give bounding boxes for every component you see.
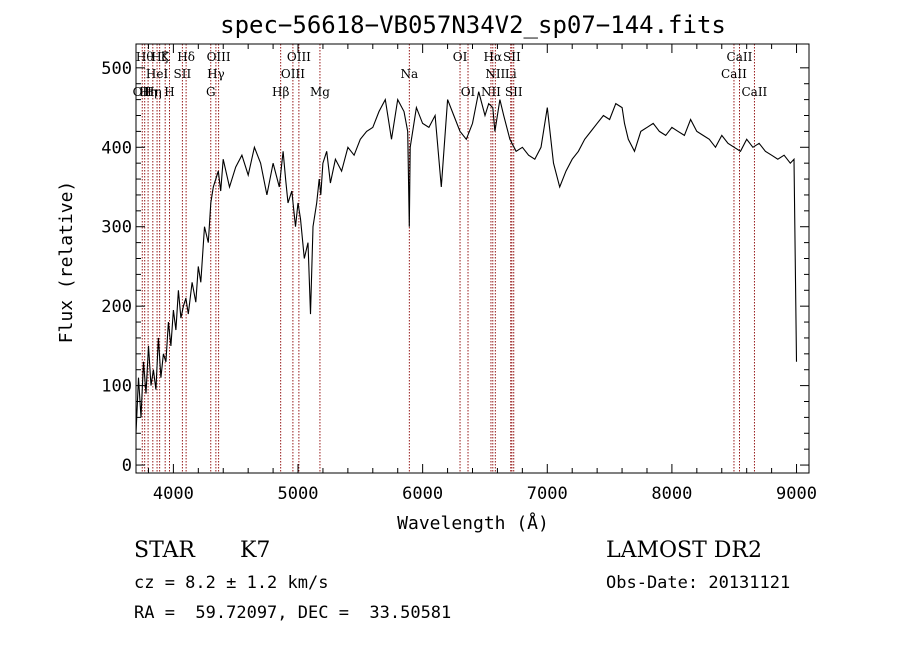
y-tick-label: 400: [101, 138, 132, 158]
line-marker-label: OI: [453, 50, 468, 64]
line-marker-label: K: [161, 50, 171, 64]
line-marker-label: OIII: [281, 67, 305, 81]
x-axis-label: Wavelength (Å): [397, 512, 549, 534]
line-marker-label: G: [206, 85, 216, 99]
x-tick-label: 7000: [527, 484, 568, 504]
x-tick-label: 9000: [776, 484, 817, 504]
y-tick-label: 0: [122, 456, 132, 476]
y-tick-label: 500: [101, 59, 132, 79]
line-marker-label: Hζ: [151, 50, 168, 64]
x-tick-label: 5000: [278, 484, 319, 504]
line-marker-label: Hδ: [177, 50, 195, 64]
object-class: STAR: [134, 538, 195, 563]
line-marker-label: NII: [485, 67, 505, 81]
emission-line-markers: [141, 44, 755, 473]
y-tick-label: 100: [101, 377, 132, 397]
spectral-subclass: K7: [240, 538, 271, 563]
y-axis-label: Flux (relative): [56, 181, 77, 344]
line-marker-label: Li: [505, 67, 517, 81]
line-marker-label: Hβ: [272, 85, 289, 99]
x-tick-label: 6000: [402, 484, 443, 504]
emission-line-labels: OIIHθHηHηHeIHζKHSIIHδGHγOIIIHβOIIIOIIIMg…: [133, 50, 768, 99]
observation-date: Obs-Date: 20131121: [606, 573, 791, 593]
y-tick-label: 300: [101, 218, 132, 238]
line-marker-label: OIII: [287, 50, 311, 64]
x-axis: 4000 5000 6000 7000 8000 9000: [147, 44, 817, 504]
line-marker-label: Mg: [310, 85, 330, 99]
line-marker-label: CaII: [727, 50, 753, 64]
line-marker-label: Hη: [144, 85, 162, 99]
line-marker-label: CaII: [721, 67, 747, 81]
line-marker-label: Hα: [484, 50, 503, 64]
line-marker-label: SII: [174, 67, 192, 81]
line-marker-label: OI: [461, 85, 476, 99]
line-marker-label: NII: [481, 85, 501, 99]
chart-title: spec−56618−VB057N34V2_sp07−144.fits: [220, 11, 726, 39]
line-marker-label: Hθ: [136, 50, 154, 64]
x-tick-label: 8000: [651, 484, 692, 504]
spectrum-line: [135, 91, 798, 434]
line-marker-label: OII: [133, 85, 153, 99]
line-marker-label: SII: [503, 50, 521, 64]
x-tick-label: 4000: [153, 484, 194, 504]
y-tick-label: 200: [101, 297, 132, 317]
line-marker-label: Na: [400, 67, 418, 81]
plot-frame: [135, 43, 810, 474]
survey-name: LAMOST DR2: [606, 538, 762, 563]
y-axis: 0 100 200 300 400 500: [101, 59, 809, 476]
line-marker-label: OIII: [207, 50, 231, 64]
line-marker-label: Hη: [139, 85, 157, 99]
coordinates: RA = 59.72097, DEC = 33.50581: [134, 603, 452, 623]
line-marker-label: HeI: [146, 67, 169, 81]
line-marker-label: Hγ: [207, 67, 225, 81]
line-marker-label: H: [164, 85, 174, 99]
redshift-velocity: cz = 8.2 ± 1.2 km/s: [134, 573, 329, 593]
line-marker-label: CaII: [741, 85, 767, 99]
line-marker-label: SII: [505, 85, 523, 99]
